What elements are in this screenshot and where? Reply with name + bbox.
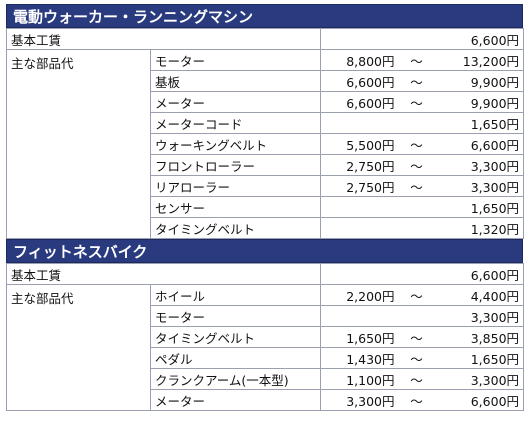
part-price-high: 3,300円: [434, 368, 525, 390]
base-fee-row: 基本工賃 6,600円: [5, 263, 525, 285]
part-price-high: 6,600円: [434, 133, 525, 155]
part-price-low: 3,300円: [320, 389, 399, 411]
table-row: 主な部品代 ホイール 2,200円～ 4,400円: [6, 284, 525, 411]
section-title: 電動ウォーカー・ランニングマシン: [6, 4, 523, 28]
part-name: リアローラー: [149, 175, 322, 197]
table-row: クランクアーム(一本型) 1,100円～ 3,300円: [7, 368, 525, 390]
part-name: メーター: [149, 389, 322, 411]
part-price: 1,650円: [320, 196, 525, 218]
part-name: ペダル: [149, 347, 322, 369]
part-price-high: 1,650円: [434, 347, 525, 369]
part-price-high: 3,300円: [434, 154, 525, 176]
base-fee-label: 基本工賃: [5, 28, 322, 50]
part-name: ウォーキングベルト: [149, 133, 322, 155]
price-table: 基本工賃 6,600円 主な部品代 モーター 8,800円～ 13,200円 基板 6,600…: [5, 28, 525, 239]
range-separator: ～: [398, 284, 435, 306]
part-price-low: 2,750円: [320, 175, 399, 197]
part-price-low: 1,430円: [320, 347, 399, 369]
range-separator: ～: [398, 70, 435, 92]
range-separator: ～: [398, 175, 435, 197]
part-price-high: 6,600円: [434, 389, 525, 411]
range-separator: ～: [398, 326, 435, 348]
price-table: 基本工賃 6,600円 主な部品代 ホイール 2,200円～ 4,400円 モーター 3,30…: [5, 263, 525, 411]
table-row: 主な部品代 モーター 8,800円～ 13,200円: [6, 49, 525, 239]
part-price-high: 4,400円: [434, 284, 525, 306]
part-name: ホイール: [149, 284, 322, 306]
table-row: タイミングベルト 1,320円: [7, 217, 525, 239]
part-name: クランクアーム(一本型): [149, 368, 322, 390]
part-name: モーター: [149, 49, 322, 71]
part-name: メーター: [149, 91, 322, 113]
table-row: リアローラー 2,750円～ 3,300円: [7, 175, 525, 197]
table-row: センサー 1,650円: [7, 196, 525, 218]
parts-category-label: 主な部品代: [6, 284, 151, 411]
part-price-low: 1,100円: [320, 368, 399, 390]
base-fee-row: 基本工賃 6,600円: [5, 28, 525, 50]
base-fee-label: 基本工賃: [5, 263, 322, 285]
table-row: メーター 3,300円～ 6,600円: [7, 389, 525, 411]
part-price-low: 6,600円: [320, 91, 399, 113]
base-fee-price: 6,600円: [320, 263, 525, 285]
range-separator: ～: [398, 133, 435, 155]
part-price: 1,320円: [320, 217, 525, 239]
range-separator: ～: [398, 389, 435, 411]
part-price-low: 6,600円: [320, 70, 399, 92]
section-title: フィットネスバイク: [6, 239, 523, 263]
table-row: モーター 3,300円: [7, 305, 525, 327]
price-list: 電動ウォーカー・ランニングマシン 基本工賃 6,600円 主な部品代 モーター 8,800…: [5, 4, 525, 411]
part-name: メーターコード: [149, 112, 322, 134]
table-row: メーター 6,600円～ 9,900円: [7, 91, 525, 113]
part-name: タイミングベルト: [149, 326, 322, 348]
part-price-low: 8,800円: [320, 49, 399, 71]
part-name: センサー: [149, 196, 322, 218]
range-separator: ～: [398, 49, 435, 71]
part-name: タイミングベルト: [149, 217, 322, 239]
part-price-low: 1,650円: [320, 326, 399, 348]
range-separator: ～: [398, 154, 435, 176]
range-separator: ～: [398, 368, 435, 390]
part-price-low: 2,750円: [320, 154, 399, 176]
part-price-high: 9,900円: [434, 91, 525, 113]
table-row: メーターコード 1,650円: [7, 112, 525, 134]
part-price-low: 5,500円: [320, 133, 399, 155]
part-price-high: 9,900円: [434, 70, 525, 92]
part-price: 3,300円: [320, 305, 525, 327]
part-name: フロントローラー: [149, 154, 322, 176]
parts-category-label: 主な部品代: [6, 49, 151, 239]
part-name: モーター: [149, 305, 322, 327]
part-price-high: 3,850円: [434, 326, 525, 348]
range-separator: ～: [398, 347, 435, 369]
part-price-high: 3,300円: [434, 175, 525, 197]
part-price: 1,650円: [320, 112, 525, 134]
table-row: フロントローラー 2,750円～ 3,300円: [7, 154, 525, 176]
part-price-low: 2,200円: [320, 284, 399, 306]
base-fee-price: 6,600円: [320, 28, 525, 50]
part-price-high: 13,200円: [434, 49, 525, 71]
part-name: 基板: [149, 70, 322, 92]
range-separator: ～: [398, 91, 435, 113]
